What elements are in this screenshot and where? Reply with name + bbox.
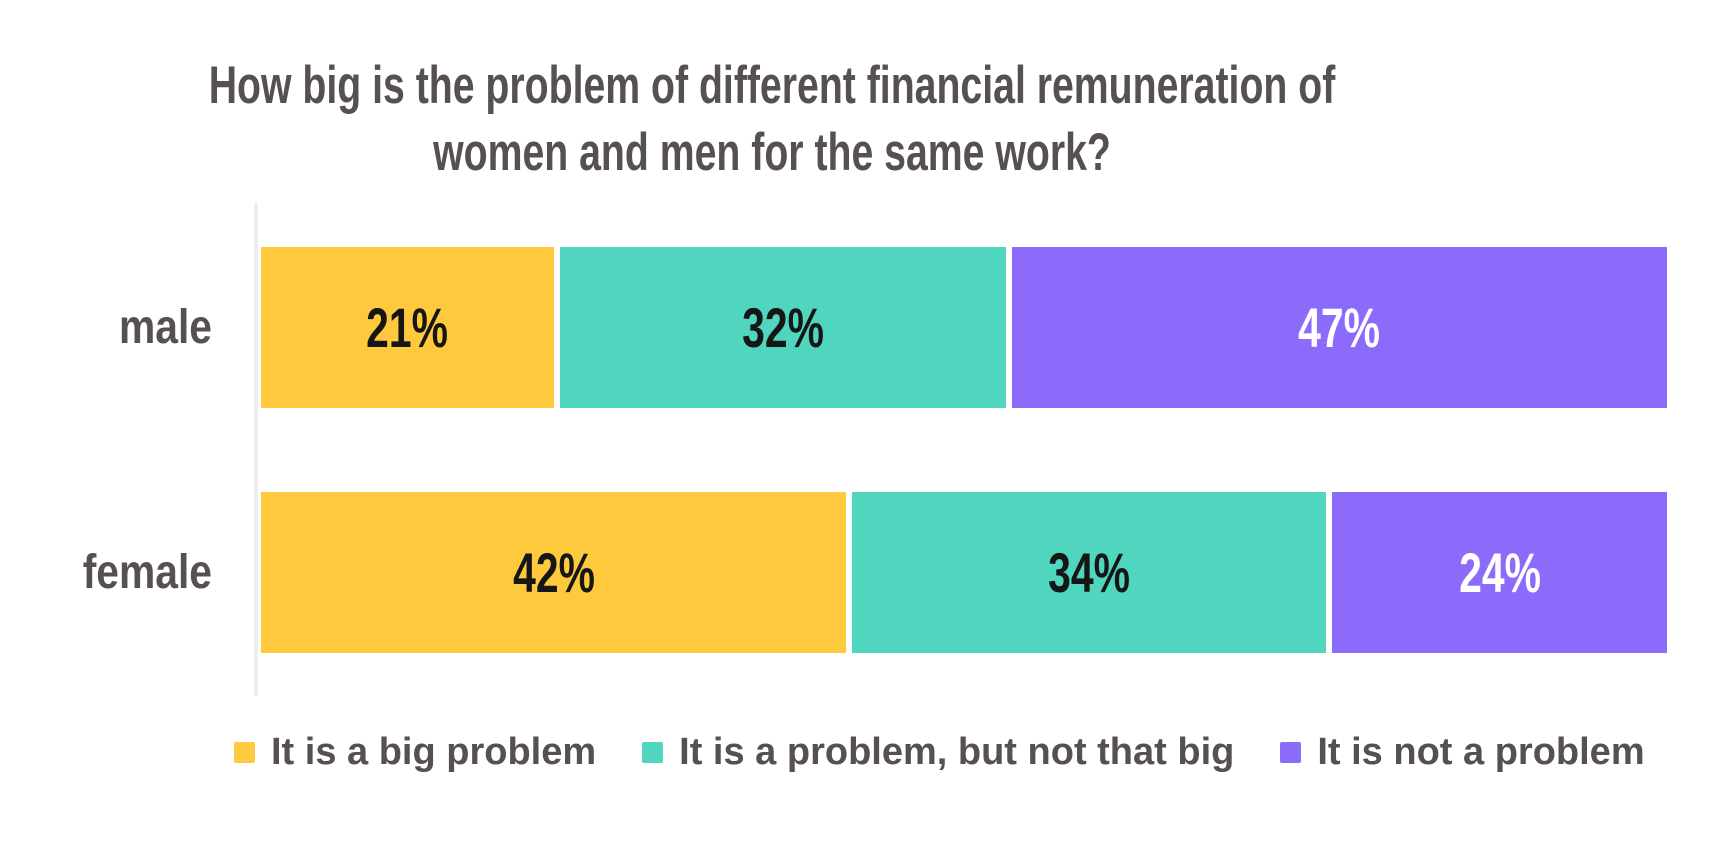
y-axis-line [254,203,258,696]
legend-swatch-icon [642,742,664,763]
bar-segment-male-series-1: 32% [556,244,1009,411]
bar-value-label: 42% [512,541,595,604]
bar-value-label: 32% [741,296,824,359]
bar-segment-female-series-1: 34% [849,489,1330,656]
chart-title-line-1: How big is the problem of different fina… [208,56,1336,115]
legend-item-label: It is a big problem [271,731,597,773]
legend-item-2: It is not a problem [1280,731,1645,774]
bar-value-label: 24% [1458,541,1541,604]
legend-item-1: It is a problem, but not that big [642,731,1234,774]
bar-segment-female-series-2: 24% [1329,489,1670,656]
bar-value-label: 21% [366,296,449,359]
bar-segment-male-series-2: 47% [1008,244,1670,411]
bar-segment-male-series-0: 21% [258,244,557,411]
chart-title-line-2: women and men for the same work? [433,123,1111,182]
bar-value-label: 47% [1298,296,1381,359]
legend-swatch-icon [1280,742,1302,763]
bar-row-male: 21% 32% 47% [258,244,1670,411]
bar-value-label: 34% [1048,541,1131,604]
legend: It is a big problem It is a problem, but … [234,731,1645,774]
legend-item-0: It is a big problem [234,731,596,774]
legend-item-label: It is not a problem [1317,731,1645,773]
bar-segment-female-series-0: 42% [258,489,850,656]
bar-row-female: 42% 34% 24% [258,489,1670,656]
chart-title: How big is the problem of different fina… [201,52,1344,186]
legend-swatch-icon [234,742,255,763]
category-label-female: female [82,546,212,599]
legend-item-label: It is a problem, but not that big [679,731,1235,773]
category-label-male: male [119,301,212,354]
